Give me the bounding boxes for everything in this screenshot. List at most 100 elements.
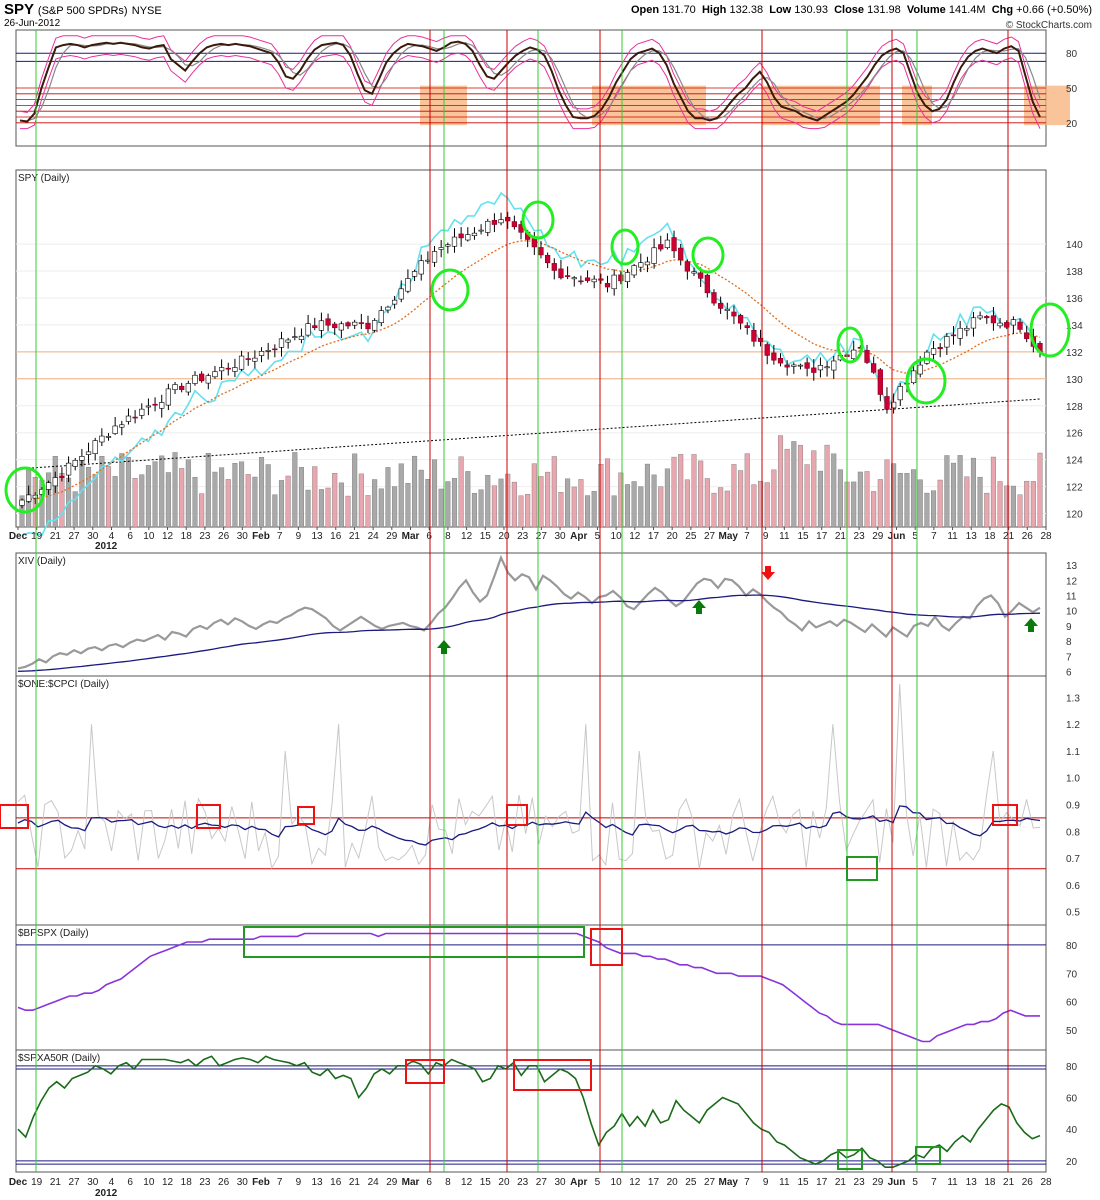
volume-bar [305,489,311,528]
x-tick-label: 12 [461,1177,473,1188]
candle-body [79,456,85,461]
volume-bar [385,467,391,528]
x-tick-label: Jun [888,1177,906,1188]
volume-bar [937,479,943,528]
volume-bar [445,481,451,528]
stoch-band-upper [19,35,1041,113]
candle-body [604,283,611,288]
volume-bar [212,471,218,528]
volume-bar [990,456,996,528]
candle-body [671,237,677,252]
candle-body [192,374,198,384]
x-tick-label: 21 [835,531,847,542]
highlight-circle [430,268,470,312]
candle-body [545,254,551,264]
highlight-circle [1029,302,1071,358]
overlay-line [21,191,1041,537]
y-tick-label: 60 [1066,1094,1078,1105]
volume-bar [598,464,604,528]
vertical-markers [35,30,1009,1172]
x-tick-label: 26 [1022,531,1034,542]
candle-body [32,494,38,499]
x-tick-label: 17 [816,531,828,542]
x-tick-label: Dec [9,1177,28,1188]
panel-frame [15,675,1047,926]
volume-bar [119,453,125,528]
red-down-arrow [761,566,775,580]
x-tick-label: 30 [87,531,99,542]
candle-body [225,367,231,370]
x-tick-label: 13 [966,531,978,542]
y-tick-label: 1.2 [1066,720,1080,731]
x-tick-label: 23 [517,531,529,542]
candle-body [724,308,730,311]
candle-body [165,388,172,406]
candle-body [717,302,724,309]
candle-body [372,320,378,331]
y-tick-label: 11 [1066,592,1077,603]
volume-bar [378,488,384,528]
x-tick-label: Dec [9,531,28,542]
panel-title: XIV (Daily) [18,556,66,567]
x-tick-label: 23 [199,1177,211,1188]
x-tick-label: Feb [252,1177,270,1188]
panel-frame [15,924,1047,1051]
candle-body [811,367,817,373]
candle-body [358,322,364,324]
bp-red-box [590,928,623,966]
y-tick-label: 132 [1066,348,1083,359]
x-tick-label: 7 [277,531,283,542]
candle-body [292,336,298,338]
x-tick-label: 16 [330,531,342,542]
putcall-panel: $ONE:$CPCI (Daily) 1.3 1.2 1.1 1.0 0.9 0.8 0.7 0… [15,675,1080,926]
candle-body [804,362,810,369]
exchange-label: NYSE [131,5,162,17]
candle-body [578,280,584,283]
volume-bar [545,471,551,528]
volume-bar [471,492,477,528]
x-tick-label: 20 [498,1177,510,1188]
candle-body [119,424,125,428]
volume-bar [205,453,211,528]
pc-ma-line [17,805,1041,846]
symbol-description: (S&P 500 SPDRs) [37,5,128,17]
y-tick-label: 1.0 [1066,774,1080,785]
volume-bar [884,459,890,528]
volume-bar [950,462,957,528]
y-tick-label: 1.3 [1066,693,1080,704]
candle-body [145,405,152,408]
candle-body [505,216,511,222]
candle-body [285,339,291,343]
x-tick-label: 20 [667,1177,679,1188]
candle-body [398,288,404,300]
volume-value: 141.4M [948,4,986,16]
volume-bar [970,457,976,528]
volume-bar [691,454,697,528]
volume-bar [239,461,245,528]
x-tick-label: 27 [69,531,81,542]
volume-bar [698,460,704,528]
volume-bar [824,444,830,528]
candle-body [990,315,997,324]
x-tick-label: 18 [984,1177,996,1188]
candle-body [817,365,824,371]
candle-body [139,408,145,416]
volume-bar [764,482,770,528]
candle-body [737,315,744,324]
y-tick-label: 13 [1066,561,1078,572]
volume-bar [758,480,764,528]
x-tick-label: 29 [386,531,398,542]
spxa50r-panel: $SPXA50R (Daily) 80 60 40 20 Dec 19 21 27 30 4 6 10 1… [9,1049,1078,1199]
candle-body [491,220,498,225]
panel-frame [15,1049,1047,1173]
candle-body [338,323,345,331]
candle-body [824,366,830,369]
x-tick-label: 21 [1003,531,1015,542]
y-tick-label: 120 [1066,510,1083,521]
volume-bar [638,486,644,528]
y-tick-label: 122 [1066,483,1083,494]
volume-bar [611,495,617,528]
x-tick-label: 12 [629,1177,641,1188]
candle-body [72,460,78,467]
panel-title: SPY (Daily) [18,173,70,184]
